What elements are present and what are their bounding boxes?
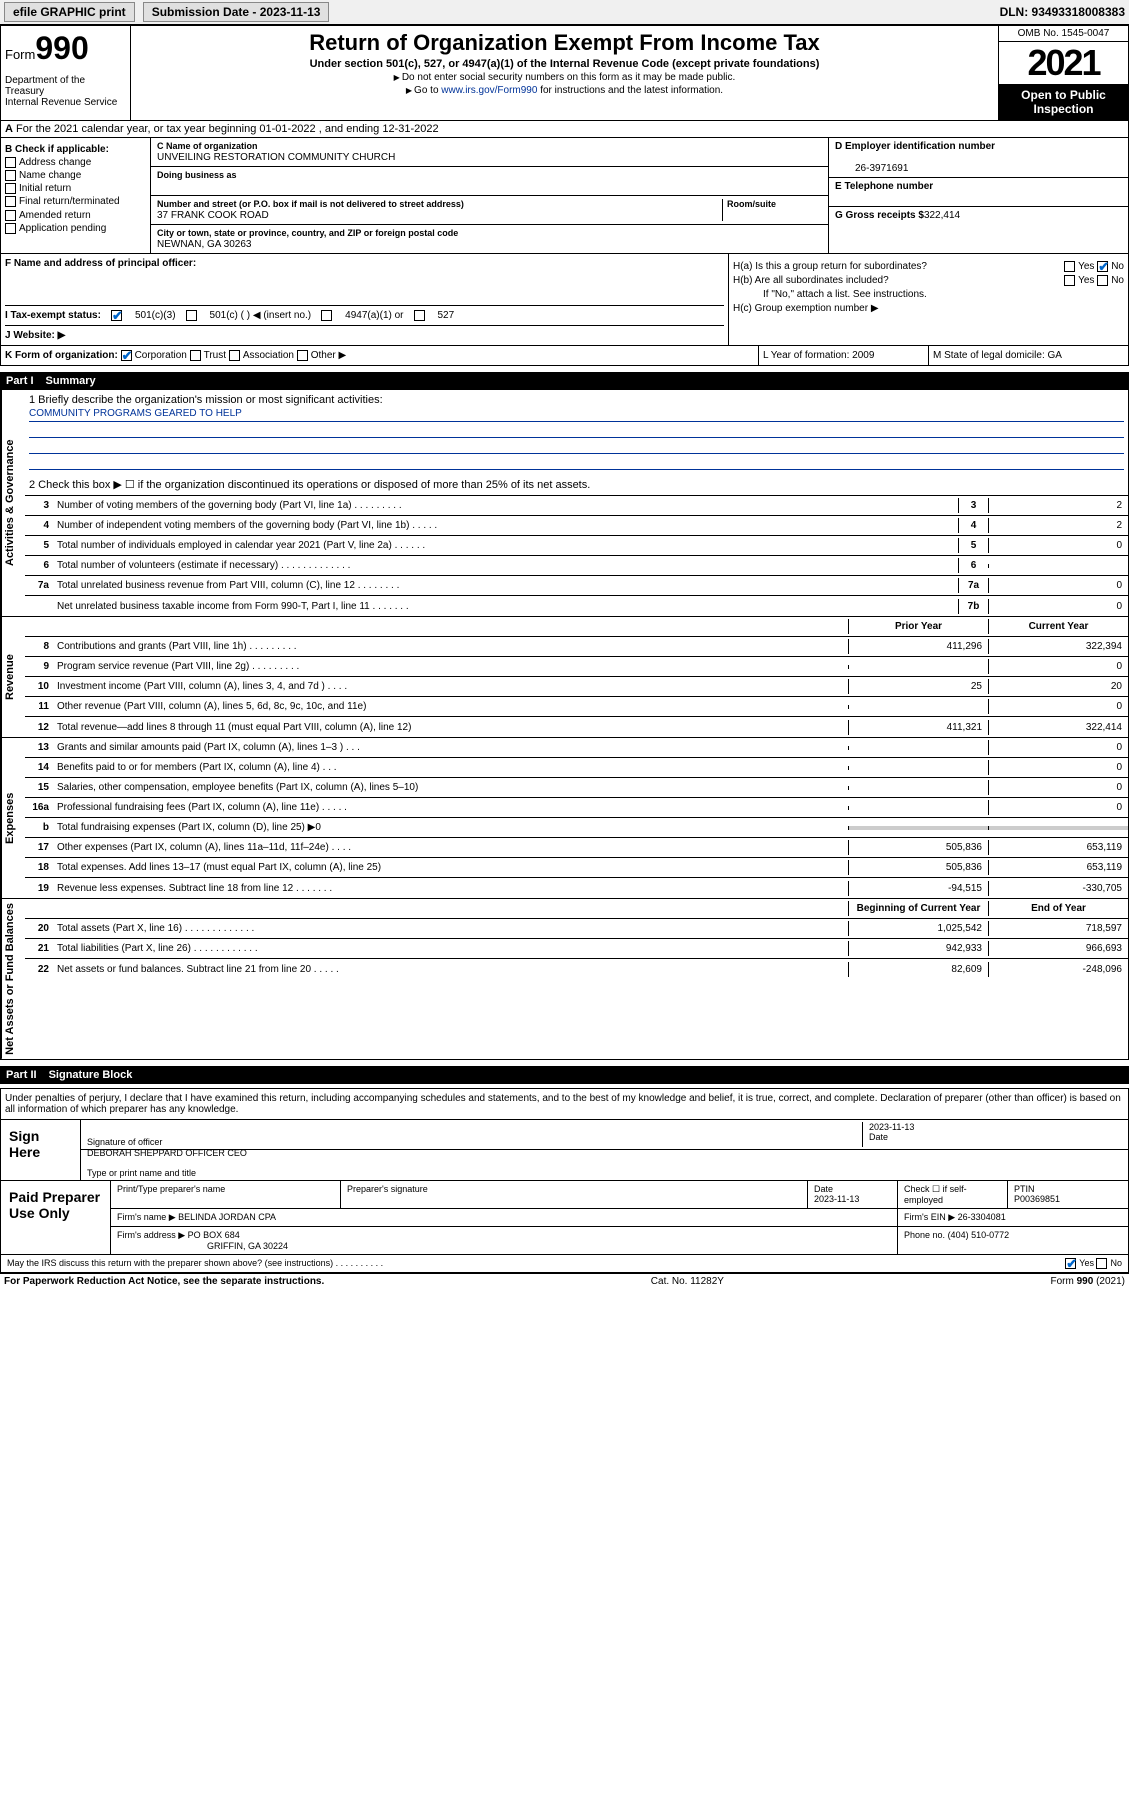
sign-here-label: Sign Here xyxy=(1,1120,81,1180)
org-name: UNVEILING RESTORATION COMMUNITY CHURCH xyxy=(157,152,395,163)
instructions-link[interactable]: www.irs.gov/Form990 xyxy=(441,85,537,96)
form-number: Form990 xyxy=(5,30,126,67)
ptin: P00369851 xyxy=(1014,1194,1060,1204)
cb-other[interactable] xyxy=(297,350,308,361)
prep-date: 2023-11-13 xyxy=(814,1194,859,1204)
form-header: Form990 Department of the TreasuryIntern… xyxy=(0,25,1129,121)
summary-row: 7aTotal unrelated business revenue from … xyxy=(25,576,1128,596)
cb-ha-yes[interactable] xyxy=(1064,261,1075,272)
part2-header: Part IISignature Block xyxy=(0,1066,1129,1084)
part1-header: Part ISummary xyxy=(0,372,1129,390)
sig-declaration: Under penalties of perjury, I declare th… xyxy=(1,1089,1128,1120)
summary-row: 4Number of independent voting members of… xyxy=(25,516,1128,536)
firm-name: BELINDA JORDAN CPA xyxy=(178,1212,276,1222)
note-ssn: Do not enter social security numbers on … xyxy=(135,72,994,83)
summary-row: Net unrelated business taxable income fr… xyxy=(25,596,1128,616)
net-header: Beginning of Current Year End of Year xyxy=(25,899,1128,919)
cb-527[interactable] xyxy=(414,310,425,321)
summary-row: 11Other revenue (Part VIII, column (A), … xyxy=(25,697,1128,717)
firm-addr2: GRIFFIN, GA 30224 xyxy=(117,1241,288,1251)
vtab-expenses: Expenses xyxy=(1,738,25,898)
vtab-revenue: Revenue xyxy=(1,617,25,737)
cb-assoc[interactable] xyxy=(229,350,240,361)
gross-receipts: 322,414 xyxy=(924,210,960,221)
cb-501c3[interactable] xyxy=(111,310,122,321)
firm-phone: (404) 510-0772 xyxy=(948,1230,1010,1240)
dept-label: Department of the TreasuryInternal Reven… xyxy=(5,75,126,108)
discuss-question: May the IRS discuss this return with the… xyxy=(7,1258,1065,1269)
sig-date-value: 2023-11-13 xyxy=(869,1122,914,1132)
mission-block: 1 Briefly describe the organization's mi… xyxy=(25,390,1128,496)
submission-date-label: Submission Date - 2023-11-13 xyxy=(143,2,330,22)
column-c-org-info: C Name of organizationUNVEILING RESTORAT… xyxy=(151,138,828,253)
row-f-officer: F Name and address of principal officer:… xyxy=(1,254,728,345)
summary-row: 19Revenue less expenses. Subtract line 1… xyxy=(25,878,1128,898)
efile-print-button[interactable]: efile GRAPHIC print xyxy=(4,2,135,22)
tax-year: 2021 xyxy=(999,42,1128,84)
form-title: Return of Organization Exempt From Incom… xyxy=(135,30,994,56)
top-toolbar: efile GRAPHIC print Submission Date - 20… xyxy=(0,0,1129,25)
row-k-form-org: K Form of organization: Corporation Trus… xyxy=(1,346,758,365)
cb-amended[interactable] xyxy=(5,210,16,221)
summary-row: 13Grants and similar amounts paid (Part … xyxy=(25,738,1128,758)
summary-row: 18Total expenses. Add lines 13–17 (must … xyxy=(25,858,1128,878)
row-l-year: L Year of formation: 2009 xyxy=(758,346,928,365)
firm-ein: 26-3304081 xyxy=(958,1212,1006,1222)
row-m-state: M State of legal domicile: GA xyxy=(928,346,1128,365)
ein: 26-3971691 xyxy=(835,163,908,174)
column-h: H(a) Is this a group return for subordin… xyxy=(728,254,1128,345)
summary-row: 14Benefits paid to or for members (Part … xyxy=(25,758,1128,778)
summary-row: 6Total number of volunteers (estimate if… xyxy=(25,556,1128,576)
firm-addr1: PO BOX 684 xyxy=(188,1230,240,1240)
summary-row: 17Other expenses (Part IX, column (A), l… xyxy=(25,838,1128,858)
summary-row: 12Total revenue—add lines 8 through 11 (… xyxy=(25,717,1128,737)
omb-number: OMB No. 1545-0047 xyxy=(999,26,1128,42)
org-address: 37 FRANK COOK ROAD xyxy=(157,210,269,221)
cb-final-return[interactable] xyxy=(5,196,16,207)
summary-row: 9Program service revenue (Part VIII, lin… xyxy=(25,657,1128,677)
summary-row: 21Total liabilities (Part X, line 26) . … xyxy=(25,939,1128,959)
two-col-header: Prior Year Current Year xyxy=(25,617,1128,637)
officer-name: DEBORAH SHEPPARD OFFICER CEO xyxy=(87,1148,1122,1158)
mission-text: COMMUNITY PROGRAMS GEARED TO HELP xyxy=(29,408,1124,422)
row-a-period: A For the 2021 calendar year, or tax yea… xyxy=(0,121,1129,138)
cb-hb-no[interactable] xyxy=(1097,275,1108,286)
vtab-governance: Activities & Governance xyxy=(1,390,25,616)
page-footer: For Paperwork Reduction Act Notice, see … xyxy=(0,1273,1129,1289)
cb-name-change[interactable] xyxy=(5,170,16,181)
column-de: D Employer identification number26-39716… xyxy=(828,138,1128,253)
vtab-net-assets: Net Assets or Fund Balances xyxy=(1,899,25,1059)
public-inspection: Open to Public Inspection xyxy=(999,84,1128,120)
cb-corp[interactable] xyxy=(121,350,132,361)
cb-discuss-no[interactable] xyxy=(1096,1258,1107,1269)
summary-row: 22Net assets or fund balances. Subtract … xyxy=(25,959,1128,979)
cb-trust[interactable] xyxy=(190,350,201,361)
summary-row: bTotal fundraising expenses (Part IX, co… xyxy=(25,818,1128,838)
summary-row: 8Contributions and grants (Part VIII, li… xyxy=(25,637,1128,657)
column-b-checkboxes: B Check if applicable: Address change Na… xyxy=(1,138,151,253)
note-link: Go to www.irs.gov/Form990 for instructio… xyxy=(135,85,994,96)
row-j-website: J Website: ▶ xyxy=(5,330,65,341)
cb-initial-return[interactable] xyxy=(5,183,16,194)
dln-label: DLN: 93493318008383 xyxy=(1000,5,1125,19)
org-city: NEWNAN, GA 30263 xyxy=(157,239,251,250)
summary-row: 3Number of voting members of the governi… xyxy=(25,496,1128,516)
cb-4947[interactable] xyxy=(321,310,332,321)
summary-row: 10Investment income (Part VIII, column (… xyxy=(25,677,1128,697)
cb-hb-yes[interactable] xyxy=(1064,275,1075,286)
cb-pending[interactable] xyxy=(5,223,16,234)
summary-row: 15Salaries, other compensation, employee… xyxy=(25,778,1128,798)
cb-address-change[interactable] xyxy=(5,157,16,168)
summary-row: 20Total assets (Part X, line 16) . . . .… xyxy=(25,919,1128,939)
cb-discuss-yes[interactable] xyxy=(1065,1258,1076,1269)
paid-preparer-label: Paid Preparer Use Only xyxy=(1,1181,111,1254)
form-subtitle: Under section 501(c), 527, or 4947(a)(1)… xyxy=(135,58,994,70)
summary-row: 5Total number of individuals employed in… xyxy=(25,536,1128,556)
cb-501c[interactable] xyxy=(186,310,197,321)
summary-row: 16aProfessional fundraising fees (Part I… xyxy=(25,798,1128,818)
cb-ha-no[interactable] xyxy=(1097,261,1108,272)
